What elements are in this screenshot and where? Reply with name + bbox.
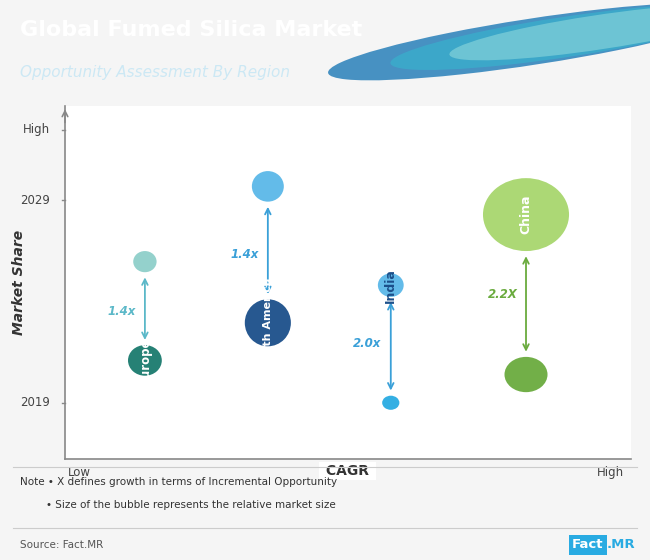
Text: High: High: [597, 466, 625, 479]
Text: • Size of the bubble represents the relative market size: • Size of the bubble represents the rela…: [20, 501, 335, 510]
Ellipse shape: [382, 396, 399, 410]
Text: 1.4x: 1.4x: [230, 248, 259, 261]
Text: Note • X defines growth in terms of Incremental Opportunity: Note • X defines growth in terms of Incr…: [20, 477, 337, 487]
Text: 2.0x: 2.0x: [353, 338, 382, 351]
Text: .MR: .MR: [607, 538, 636, 551]
Text: 2029: 2029: [20, 194, 49, 207]
Ellipse shape: [252, 171, 284, 202]
Text: CAGR: CAGR: [321, 464, 374, 478]
Text: North America: North America: [263, 278, 273, 368]
Ellipse shape: [328, 3, 650, 81]
Text: Europe: Europe: [138, 337, 151, 384]
Text: Low: Low: [68, 466, 91, 479]
Text: India: India: [384, 268, 397, 302]
Text: Global Fumed Silica Market: Global Fumed Silica Market: [20, 20, 362, 40]
Ellipse shape: [378, 273, 404, 297]
Text: China: China: [519, 195, 532, 234]
Ellipse shape: [483, 178, 569, 251]
Text: 1.4x: 1.4x: [107, 305, 136, 318]
Ellipse shape: [449, 4, 650, 60]
Ellipse shape: [133, 251, 157, 272]
Text: Opportunity Assessment By Region: Opportunity Assessment By Region: [20, 65, 289, 80]
Text: Market Share: Market Share: [12, 230, 26, 335]
Text: Source: Fact.MR: Source: Fact.MR: [20, 540, 103, 550]
Text: 2019: 2019: [20, 396, 49, 409]
Ellipse shape: [504, 357, 547, 392]
Ellipse shape: [245, 299, 291, 346]
Text: Fact: Fact: [572, 538, 603, 551]
Text: High: High: [23, 123, 49, 137]
Ellipse shape: [391, 4, 650, 70]
Ellipse shape: [128, 345, 162, 376]
Text: 2.2X: 2.2X: [488, 288, 517, 301]
